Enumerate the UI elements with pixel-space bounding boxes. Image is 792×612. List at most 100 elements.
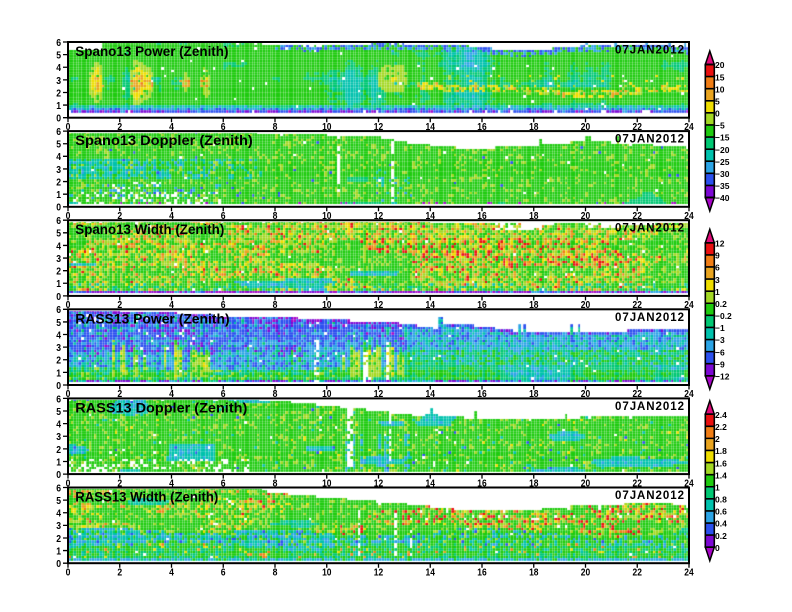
svg-text:6: 6 bbox=[221, 567, 226, 578]
svg-text:4: 4 bbox=[169, 389, 174, 400]
svg-text:6: 6 bbox=[221, 122, 226, 133]
svg-text:−30: −30 bbox=[715, 169, 730, 179]
svg-text:2: 2 bbox=[117, 567, 122, 578]
svg-text:RASS13 Doppler (Zenith): RASS13 Doppler (Zenith) bbox=[75, 400, 247, 415]
svg-text:16: 16 bbox=[477, 567, 487, 578]
svg-text:0: 0 bbox=[56, 292, 61, 303]
svg-text:4: 4 bbox=[56, 152, 61, 163]
svg-text:1.8: 1.8 bbox=[715, 446, 727, 456]
svg-text:4: 4 bbox=[56, 330, 61, 341]
svg-text:6: 6 bbox=[56, 483, 61, 494]
svg-text:0: 0 bbox=[56, 470, 61, 481]
svg-text:24: 24 bbox=[684, 300, 694, 311]
svg-text:1: 1 bbox=[56, 547, 61, 558]
svg-text:14: 14 bbox=[426, 567, 436, 578]
svg-text:0: 0 bbox=[715, 543, 720, 553]
svg-text:10: 10 bbox=[322, 211, 332, 222]
svg-text:07JAN2012: 07JAN2012 bbox=[615, 134, 684, 146]
svg-text:0: 0 bbox=[66, 478, 71, 489]
svg-text:2: 2 bbox=[117, 389, 122, 400]
svg-text:22: 22 bbox=[633, 211, 643, 222]
svg-text:16: 16 bbox=[477, 211, 487, 222]
svg-text:4: 4 bbox=[56, 63, 61, 74]
svg-text:0: 0 bbox=[715, 109, 720, 119]
svg-text:3: 3 bbox=[56, 165, 61, 176]
svg-text:20: 20 bbox=[581, 478, 591, 489]
svg-text:18: 18 bbox=[529, 300, 539, 311]
svg-text:−3: −3 bbox=[715, 335, 725, 345]
svg-text:5: 5 bbox=[56, 496, 61, 507]
svg-text:Spano13 Power (Zenith): Spano13 Power (Zenith) bbox=[75, 44, 228, 59]
svg-text:14: 14 bbox=[426, 122, 436, 133]
svg-text:5: 5 bbox=[56, 407, 61, 418]
svg-text:07JAN2012: 07JAN2012 bbox=[615, 312, 684, 324]
svg-text:10: 10 bbox=[322, 478, 332, 489]
svg-text:8: 8 bbox=[273, 567, 278, 578]
svg-text:4: 4 bbox=[169, 211, 174, 222]
svg-text:1: 1 bbox=[56, 368, 61, 379]
svg-text:RASS13 Width (Zenith): RASS13 Width (Zenith) bbox=[75, 490, 218, 505]
svg-text:3: 3 bbox=[56, 343, 61, 354]
svg-text:6: 6 bbox=[56, 38, 61, 49]
svg-text:2: 2 bbox=[117, 122, 122, 133]
svg-text:0: 0 bbox=[66, 567, 71, 578]
svg-text:3: 3 bbox=[56, 521, 61, 532]
svg-text:14: 14 bbox=[426, 211, 436, 222]
svg-text:24: 24 bbox=[684, 567, 694, 578]
svg-text:22: 22 bbox=[633, 567, 643, 578]
svg-text:0: 0 bbox=[66, 211, 71, 222]
svg-text:6: 6 bbox=[56, 305, 61, 316]
svg-text:8: 8 bbox=[273, 122, 278, 133]
svg-text:2: 2 bbox=[715, 434, 720, 444]
svg-text:−1: −1 bbox=[715, 323, 725, 333]
svg-text:18: 18 bbox=[529, 567, 539, 578]
svg-text:−12: −12 bbox=[715, 372, 730, 382]
svg-text:2: 2 bbox=[56, 356, 61, 367]
svg-text:6: 6 bbox=[715, 263, 720, 273]
svg-text:15: 15 bbox=[715, 72, 725, 82]
svg-text:20: 20 bbox=[715, 60, 725, 70]
svg-text:20: 20 bbox=[581, 389, 591, 400]
svg-text:10: 10 bbox=[322, 300, 332, 311]
svg-text:24: 24 bbox=[684, 389, 694, 400]
svg-text:8: 8 bbox=[273, 478, 278, 489]
svg-text:2: 2 bbox=[117, 300, 122, 311]
svg-text:18: 18 bbox=[529, 211, 539, 222]
svg-text:1.4: 1.4 bbox=[715, 470, 727, 480]
svg-text:3: 3 bbox=[56, 254, 61, 265]
svg-text:−6: −6 bbox=[715, 347, 725, 357]
svg-text:0.6: 0.6 bbox=[715, 507, 727, 517]
svg-text:−9: −9 bbox=[715, 359, 725, 369]
svg-text:22: 22 bbox=[633, 122, 643, 133]
svg-text:6: 6 bbox=[221, 478, 226, 489]
svg-text:6: 6 bbox=[221, 300, 226, 311]
svg-text:24: 24 bbox=[684, 478, 694, 489]
svg-text:1: 1 bbox=[56, 190, 61, 201]
svg-text:16: 16 bbox=[477, 478, 487, 489]
svg-text:2: 2 bbox=[117, 478, 122, 489]
svg-text:0: 0 bbox=[66, 300, 71, 311]
svg-text:−25: −25 bbox=[715, 157, 730, 167]
svg-text:0.2: 0.2 bbox=[715, 531, 727, 541]
svg-text:8: 8 bbox=[273, 211, 278, 222]
svg-text:6: 6 bbox=[56, 127, 61, 138]
svg-text:0: 0 bbox=[56, 203, 61, 214]
svg-text:2.2: 2.2 bbox=[715, 422, 727, 432]
svg-text:14: 14 bbox=[426, 389, 436, 400]
svg-text:5: 5 bbox=[56, 318, 61, 329]
svg-text:−20: −20 bbox=[715, 145, 730, 155]
svg-text:0: 0 bbox=[56, 114, 61, 125]
svg-text:1: 1 bbox=[56, 279, 61, 290]
svg-text:14: 14 bbox=[426, 478, 436, 489]
svg-text:07JAN2012: 07JAN2012 bbox=[615, 45, 684, 57]
svg-text:0.8: 0.8 bbox=[715, 495, 727, 505]
svg-text:16: 16 bbox=[477, 122, 487, 133]
svg-text:1: 1 bbox=[715, 287, 720, 297]
svg-text:5: 5 bbox=[715, 97, 720, 107]
svg-text:1: 1 bbox=[56, 457, 61, 468]
svg-text:−5: −5 bbox=[715, 121, 725, 131]
svg-text:5: 5 bbox=[56, 51, 61, 62]
svg-text:20: 20 bbox=[581, 300, 591, 311]
svg-text:2: 2 bbox=[56, 88, 61, 99]
svg-text:0: 0 bbox=[66, 122, 71, 133]
